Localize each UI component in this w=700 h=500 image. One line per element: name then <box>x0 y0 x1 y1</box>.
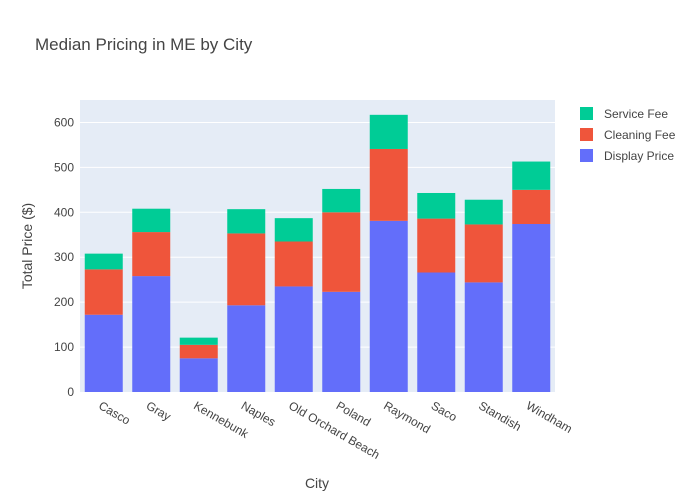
bar-display-price[interactable] <box>464 282 503 392</box>
bar-cleaning-fee[interactable] <box>322 212 361 292</box>
bar-service-fee[interactable] <box>464 199 503 225</box>
y-tick-labels: 0 100 200 300 400 500 600 <box>54 115 74 399</box>
bar-display-price[interactable] <box>274 286 313 392</box>
bar-cleaning-fee[interactable] <box>274 241 313 287</box>
bar-service-fee[interactable] <box>322 188 361 213</box>
bars <box>84 114 551 392</box>
bar-cleaning-fee[interactable] <box>132 232 171 277</box>
bar-service-fee[interactable] <box>274 218 313 242</box>
y-tick-label: 0 <box>67 385 74 399</box>
legend-swatch <box>580 128 593 141</box>
bar-cleaning-fee[interactable] <box>227 233 266 306</box>
x-tick-label: Saco <box>429 398 460 424</box>
y-tick-label: 600 <box>54 115 74 129</box>
y-tick-label: 100 <box>54 340 74 354</box>
bar-display-price[interactable] <box>512 223 551 392</box>
y-tick-label: 400 <box>54 205 74 219</box>
legend-item-service-fee[interactable]: Service Fee <box>580 107 668 121</box>
legend-swatch <box>580 107 593 120</box>
bar-service-fee[interactable] <box>179 337 218 345</box>
bar-display-price[interactable] <box>369 220 408 392</box>
bar-cleaning-fee[interactable] <box>179 344 218 359</box>
bar-cleaning-fee[interactable] <box>417 218 456 273</box>
bar-cleaning-fee[interactable] <box>369 148 408 221</box>
x-axis-title: City <box>305 475 329 491</box>
y-axis-title: Total Price ($) <box>19 203 35 289</box>
bar-service-fee[interactable] <box>369 114 408 149</box>
bar-display-price[interactable] <box>417 272 456 392</box>
bar-display-price[interactable] <box>322 291 361 392</box>
bar-cleaning-fee[interactable] <box>84 269 123 315</box>
legend-item-display-price[interactable]: Display Price <box>580 149 674 163</box>
bar-display-price[interactable] <box>84 314 123 392</box>
x-tick-label: Casco <box>96 398 133 427</box>
x-tick-label: Standish <box>476 398 523 433</box>
bar-service-fee[interactable] <box>227 209 266 234</box>
x-tick-label: Gray <box>144 398 174 423</box>
y-tick-label: 500 <box>54 160 74 174</box>
legend-label: Display Price <box>604 149 674 163</box>
bar-display-price[interactable] <box>132 276 171 392</box>
x-tick-label: Windham <box>524 398 575 435</box>
y-tick-label: 200 <box>54 295 74 309</box>
bar-display-price[interactable] <box>179 358 218 392</box>
bar-service-fee[interactable] <box>84 253 123 270</box>
legend-item-cleaning-fee[interactable]: Cleaning Fee <box>580 128 676 142</box>
bar-service-fee[interactable] <box>132 208 171 233</box>
legend-swatch <box>580 149 593 162</box>
y-tick-label: 300 <box>54 250 74 264</box>
legend-label: Cleaning Fee <box>604 128 676 142</box>
bar-service-fee[interactable] <box>512 161 551 190</box>
bar-display-price[interactable] <box>227 305 266 392</box>
legend[interactable]: Service Fee Cleaning Fee Display Price <box>580 107 676 163</box>
chart-title: Median Pricing in ME by City <box>35 35 253 54</box>
bar-cleaning-fee[interactable] <box>512 189 551 224</box>
legend-label: Service Fee <box>604 107 668 121</box>
x-tick-label: Raymond <box>381 398 432 436</box>
bar-cleaning-fee[interactable] <box>464 224 503 283</box>
bar-service-fee[interactable] <box>417 192 456 219</box>
